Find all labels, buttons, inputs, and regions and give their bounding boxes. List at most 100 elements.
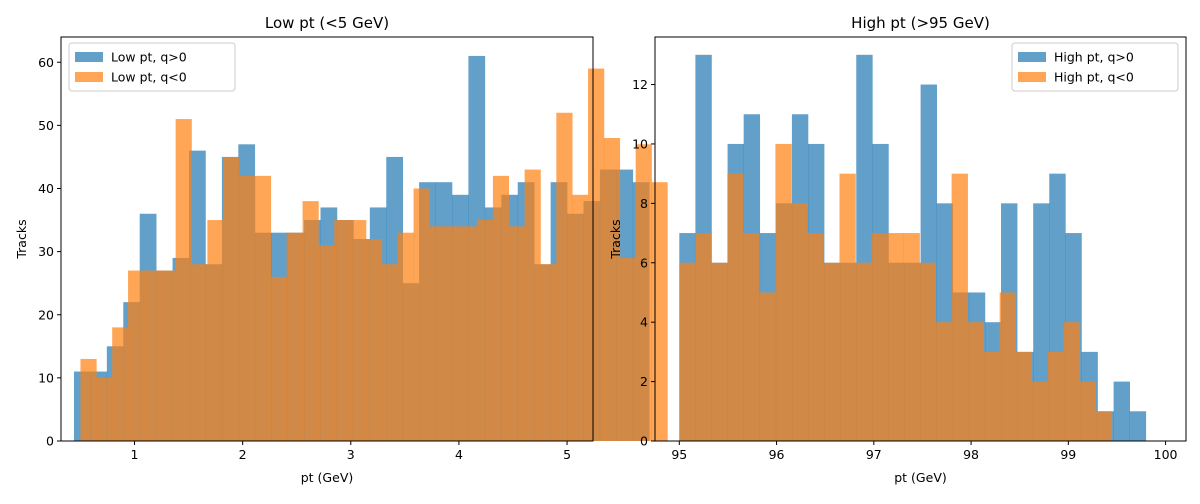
low-pt-bar-q-neg-31	[572, 194, 589, 441]
high-pt-bar-q-neg-20	[999, 292, 1016, 441]
high-pt-bar-q-neg-1	[695, 233, 712, 441]
low-pt-bar-q-neg-14	[302, 201, 319, 442]
low-pt-bar-q-neg-33	[603, 138, 621, 441]
low-pt-bar-q-neg-32	[588, 68, 605, 441]
high-pt-bar-q-pos-27	[1113, 381, 1131, 441]
high-pt-xtick-label: 100	[1154, 447, 1178, 462]
low-pt-bar-q-neg-10	[239, 175, 256, 442]
low-pt-bar-q-neg-23	[445, 226, 462, 442]
high-pt-panel: 95 96 97 98 99 100 0 2 4 6 8 10 12 High pt (>95 GeV) p…	[608, 14, 1187, 485]
low-pt-ytick-label: 30	[38, 244, 54, 259]
high-pt-bar-q-neg-4	[743, 233, 760, 441]
low-pt-legend-label-q-neg: Low pt, q<0	[111, 70, 187, 85]
low-pt-bar-q-neg-6	[175, 119, 192, 441]
low-pt-xtick-label: 4	[455, 447, 463, 462]
low-pt-bar-q-neg-24	[461, 226, 478, 442]
low-pt-bar-q-neg-9	[223, 156, 240, 441]
high-pt-bar-q-neg-15	[919, 262, 936, 441]
low-pt-xtick-label: 3	[347, 447, 355, 462]
low-pt-xtick-label: 5	[563, 447, 571, 462]
high-pt-title: High pt (>95 GeV)	[851, 14, 990, 32]
high-pt-legend-label-q-neg: High pt, q<0	[1054, 70, 1134, 85]
high-pt-bar-q-neg-11	[855, 262, 872, 441]
high-pt-bar-q-neg-26	[1095, 411, 1113, 441]
high-pt-bar-q-neg-5	[759, 292, 776, 441]
high-pt-bar-q-neg-18	[967, 322, 984, 441]
high-pt-legend-swatch-q-neg	[1018, 72, 1046, 82]
high-pt-ytick-label: 4	[640, 315, 648, 330]
high-pt-bar-q-neg-6	[775, 143, 792, 441]
low-pt-bar-q-neg-22	[429, 226, 446, 442]
low-pt-bar-q-neg-15	[318, 245, 335, 441]
high-pt-xtick-label: 97	[866, 447, 882, 462]
low-pt-xlabel: pt (GeV)	[301, 470, 354, 485]
high-pt-ytick-label: 6	[640, 255, 648, 270]
high-pt-bar-q-neg-12	[871, 233, 888, 441]
low-pt-ytick-label: 10	[38, 370, 54, 385]
low-pt-bar-q-neg-1	[96, 377, 113, 442]
low-pt-bar-q-neg-21	[413, 188, 430, 441]
high-pt-bar-q-neg-2	[711, 262, 728, 441]
high-pt-xtick-label: 96	[769, 447, 785, 462]
high-pt-bar-q-neg-19	[983, 351, 1000, 441]
high-pt-bar-q-neg-21	[1015, 351, 1032, 441]
high-pt-xlabel: pt (GeV)	[894, 470, 947, 485]
high-pt-bar-q-neg-8	[807, 233, 824, 441]
low-pt-ytick-label: 50	[38, 118, 54, 133]
low-pt-series-q-neg	[80, 68, 668, 442]
high-pt-bar-q-neg-7	[791, 203, 808, 441]
high-pt-legend-box	[1011, 42, 1179, 92]
high-pt-ytick-label: 12	[632, 77, 648, 92]
low-pt-ylabel: Tracks	[14, 219, 29, 259]
low-pt-bar-q-neg-30	[556, 112, 573, 441]
low-pt-xtick-label: 2	[239, 447, 247, 462]
high-pt-bar-q-pos-28	[1129, 411, 1147, 441]
low-pt-bar-q-neg-4	[143, 270, 161, 441]
low-pt-bar-q-neg-13	[286, 232, 303, 441]
high-pt-xtick-label: 95	[671, 447, 687, 462]
high-pt-bar-q-neg-3	[727, 173, 744, 441]
low-pt-legend-swatch-q-pos	[75, 52, 103, 62]
high-pt-bar-q-neg-9	[823, 262, 840, 441]
high-pt-ytick-label: 2	[640, 374, 648, 389]
low-pt-bar-q-neg-16	[334, 220, 351, 441]
low-pt-axes-frame	[60, 36, 594, 442]
high-pt-legend: High pt, q>0 High pt, q<0	[1011, 42, 1179, 92]
high-pt-legend-swatch-q-pos	[1018, 52, 1046, 62]
low-pt-bar-q-neg-34	[619, 257, 636, 441]
high-pt-xtick-label: 99	[1060, 447, 1076, 462]
high-pt-bar-q-neg-17	[951, 173, 968, 441]
low-pt-bar-q-neg-18	[365, 239, 383, 441]
low-pt-title: Low pt (<5 GeV)	[265, 14, 389, 32]
low-pt-bar-q-neg-12	[270, 276, 287, 442]
high-pt-bar-q-neg-0	[679, 262, 696, 441]
high-pt-ylabel: Tracks	[608, 219, 623, 259]
low-pt-bar-q-neg-11	[254, 175, 272, 442]
low-pt-legend: Low pt, q>0 Low pt, q<0	[68, 42, 236, 92]
high-pt-bar-q-neg-16	[935, 322, 952, 441]
low-pt-bar-q-neg-7	[191, 264, 208, 441]
low-pt-bar-q-neg-5	[159, 270, 176, 441]
low-pt-bar-q-neg-19	[381, 264, 399, 441]
high-pt-legend-label-q-pos: High pt, q>0	[1054, 50, 1134, 65]
low-pt-bar-q-neg-35	[635, 144, 652, 441]
low-pt-legend-box	[68, 42, 236, 92]
low-pt-bar-q-neg-8	[207, 220, 224, 441]
high-pt-series-q-neg	[679, 143, 1113, 441]
high-pt-bar-q-neg-10	[839, 173, 856, 441]
high-pt-bar-q-neg-22	[1031, 381, 1049, 441]
low-pt-legend-label-q-pos: Low pt, q>0	[111, 50, 187, 65]
low-pt-bar-q-neg-2	[112, 327, 129, 442]
high-pt-bar-q-neg-13	[887, 233, 904, 441]
low-pt-xtick-label: 1	[131, 447, 139, 462]
high-pt-bar-q-neg-14	[903, 233, 920, 441]
high-pt-axes-frame	[654, 36, 1187, 442]
low-pt-bar-q-neg-20	[397, 232, 414, 441]
low-pt-bar-q-neg-0	[80, 358, 97, 441]
high-pt-bar-q-pos-22	[1033, 203, 1050, 441]
low-pt-ytick-label: 20	[38, 307, 54, 322]
high-pt-bar-q-neg-23	[1047, 351, 1065, 441]
